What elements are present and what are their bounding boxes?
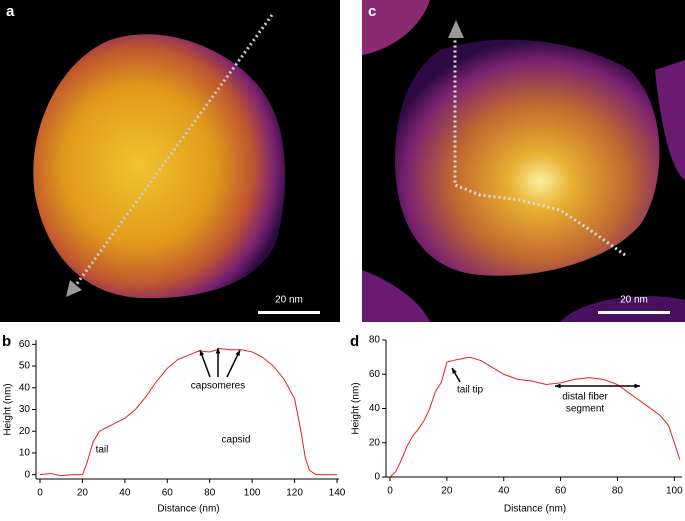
x-tick-label: 20 — [77, 488, 89, 499]
x-tick-label: 140 — [329, 488, 346, 499]
x-axis-label: Distance (nm) — [157, 504, 219, 515]
y-tick-label: 10 — [19, 448, 31, 459]
annotation: tail — [96, 445, 109, 456]
x-tick-label: 20 — [441, 486, 453, 497]
arrow-head — [199, 350, 205, 356]
annotation: segment — [566, 404, 605, 415]
y-tick-label: 50 — [19, 361, 31, 372]
panel-label: d — [350, 333, 359, 350]
annotation: capsid — [222, 435, 251, 446]
x-tick-label: 100 — [666, 486, 683, 497]
arrow-head — [452, 368, 457, 374]
y-tick-label: 80 — [369, 335, 381, 346]
y-tick-label: 0 — [374, 472, 380, 483]
y-tick-label: 0 — [24, 469, 30, 480]
annotation: distal fiber — [562, 392, 608, 403]
x-tick-label: 40 — [119, 488, 131, 499]
arrow-head — [215, 348, 221, 354]
image-a: a 20 nm — [0, 0, 340, 322]
scale-bar-label: 20 nm — [620, 295, 648, 306]
panel-label: a — [6, 3, 15, 20]
x-tick-label: 40 — [498, 486, 510, 497]
x-axis-label: Distance (nm) — [504, 504, 566, 515]
image-c: c 20 nm — [362, 0, 685, 322]
x-tick-label: 0 — [37, 488, 43, 499]
x-tick-label: 80 — [612, 486, 624, 497]
line-series — [39, 348, 337, 477]
x-tick-label: 60 — [162, 488, 174, 499]
y-tick-label: 20 — [369, 437, 381, 448]
y-tick-label: 60 — [19, 339, 31, 350]
panel-label: c — [368, 3, 376, 20]
scale-bar-label: 20 nm — [275, 295, 303, 306]
y-tick-label: 40 — [19, 382, 31, 393]
y-tick-label: 30 — [19, 404, 31, 415]
arrow-head — [634, 383, 640, 389]
y-tick-label: 20 — [19, 426, 31, 437]
line-series — [389, 356, 681, 478]
y-tick-label: 60 — [369, 369, 381, 380]
annotation: capsomeres — [191, 381, 245, 392]
x-tick-label: 60 — [555, 486, 567, 497]
x-tick-label: 100 — [244, 488, 261, 499]
x-tick-label: 120 — [286, 488, 303, 499]
arrow-head — [235, 350, 240, 356]
y-axis-label: Height (nm) — [351, 382, 362, 434]
arrow-head — [555, 383, 561, 389]
y-axis-label: Height (nm) — [3, 383, 14, 435]
x-tick-label: 80 — [204, 488, 216, 499]
x-tick-label: 0 — [387, 486, 393, 497]
panel-label: b — [2, 333, 11, 350]
annotation: tail tip — [457, 385, 484, 396]
y-tick-label: 40 — [369, 403, 381, 414]
